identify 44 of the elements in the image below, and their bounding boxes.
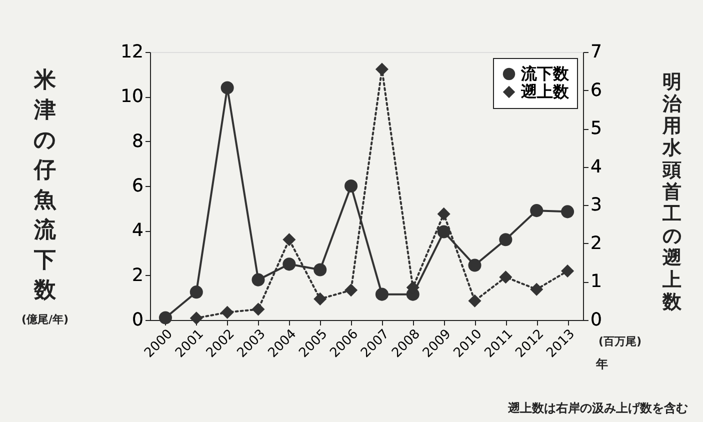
y-tick-label: 10 bbox=[120, 86, 144, 108]
point bbox=[252, 302, 265, 316]
y-tick-label: 12 bbox=[120, 42, 144, 62]
text: 遡上数は右岸の汲み上げ数を含む bbox=[507, 401, 688, 415]
point bbox=[437, 225, 450, 238]
x-axis-title: 年 bbox=[595, 357, 608, 371]
y-tick-label: 2 bbox=[132, 264, 144, 286]
point bbox=[158, 311, 172, 324]
y2-tick-label: 2 bbox=[590, 232, 602, 254]
point bbox=[344, 179, 358, 193]
y-tick-label: 8 bbox=[132, 130, 144, 152]
point bbox=[220, 306, 234, 319]
point bbox=[190, 286, 203, 299]
point bbox=[220, 81, 234, 94]
point bbox=[530, 204, 544, 218]
y2-tick-label: 1 bbox=[590, 271, 602, 292]
y2-tick-label: 4 bbox=[590, 156, 602, 178]
y-tick-label: 4 bbox=[132, 220, 144, 242]
point bbox=[314, 263, 327, 276]
point bbox=[375, 62, 388, 76]
point bbox=[282, 258, 296, 271]
point bbox=[499, 270, 512, 284]
point bbox=[561, 264, 574, 278]
y-tick-label: 0 bbox=[132, 310, 144, 330]
point bbox=[530, 282, 544, 296]
legend-label: 流下数 bbox=[520, 64, 570, 83]
point bbox=[314, 292, 327, 306]
point bbox=[282, 233, 296, 246]
point bbox=[190, 312, 203, 325]
point bbox=[252, 273, 265, 286]
point bbox=[437, 207, 450, 220]
y2-tick-label: 3 bbox=[590, 194, 602, 216]
point bbox=[344, 284, 358, 297]
point bbox=[468, 294, 482, 308]
y2-tick-label: 7 bbox=[590, 42, 602, 62]
point bbox=[561, 205, 574, 218]
y-tick-label: 6 bbox=[132, 176, 144, 196]
y2-tick-label: 5 bbox=[590, 118, 602, 140]
point bbox=[499, 233, 512, 246]
legend-label: 遡上数 bbox=[520, 82, 570, 101]
text: 米津の仔魚流下数 (億尾/年) bbox=[21, 68, 69, 326]
point bbox=[375, 288, 388, 301]
y2-tick-label: 6 bbox=[590, 80, 602, 101]
point bbox=[468, 258, 482, 272]
